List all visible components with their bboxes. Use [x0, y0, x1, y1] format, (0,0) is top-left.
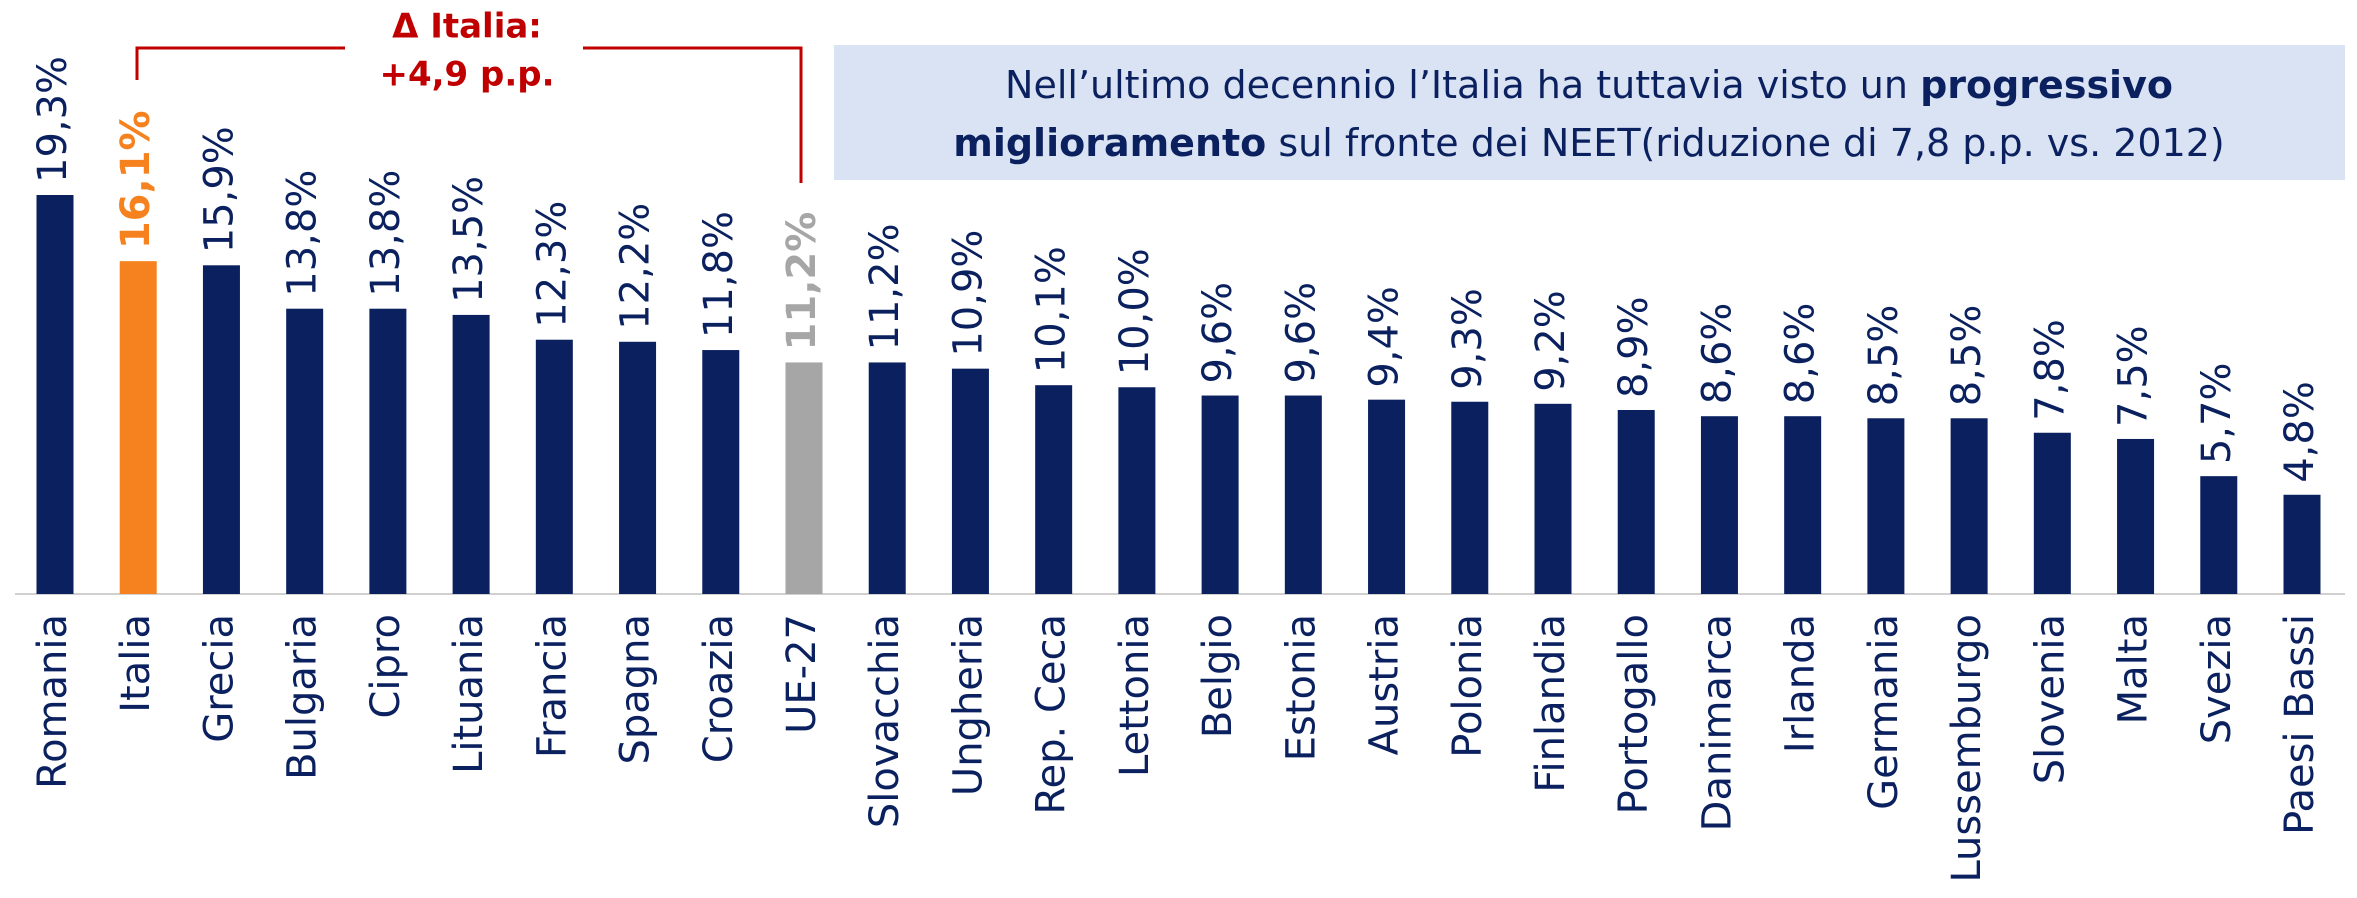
- x-tick-label: Italia: [113, 614, 159, 713]
- value-label: 11,2%: [779, 212, 825, 351]
- bar: [1784, 416, 1822, 594]
- bar: [452, 314, 490, 594]
- value-label: 9,3%: [1445, 288, 1491, 390]
- x-tick-label: Bulgaria: [280, 614, 326, 780]
- bar: [951, 368, 989, 594]
- bar: [1201, 395, 1239, 594]
- x-tick-label: Slovenia: [2027, 614, 2073, 784]
- value-label: 12,2%: [613, 203, 659, 330]
- bracket-right: [583, 46, 803, 183]
- x-tick-label: Malta: [2111, 614, 2157, 724]
- bar: [36, 195, 74, 594]
- x-tick-label: Austria: [1362, 614, 1408, 755]
- x-tick-label: Francia: [529, 614, 575, 758]
- bar: [2200, 476, 2238, 594]
- note-part: progressivo: [1920, 63, 2173, 107]
- x-tick-label: Finlandia: [1528, 614, 1574, 793]
- bar: [1368, 399, 1406, 594]
- bar: [1284, 395, 1322, 594]
- value-label: 9,6%: [1278, 282, 1324, 384]
- value-label: 8,5%: [1861, 305, 1907, 407]
- value-label: 19,3%: [30, 56, 76, 183]
- x-tick-label: Irlanda: [1778, 614, 1824, 753]
- value-label: 12,3%: [529, 201, 575, 328]
- x-tick-label: Belgio: [1195, 614, 1241, 738]
- bar: [619, 341, 657, 594]
- value-label: 10,0%: [1112, 248, 1158, 375]
- annotation: Δ Italia:: [392, 7, 542, 47]
- bracket-left: [135, 46, 345, 80]
- x-tick-label: UE-27: [779, 614, 825, 734]
- value-label: 8,9%: [1611, 296, 1657, 398]
- bar: [1451, 401, 1489, 594]
- x-tick-label: Polonia: [1445, 614, 1491, 758]
- value-label: 9,6%: [1195, 282, 1241, 384]
- bar: [1534, 403, 1572, 594]
- value-label: 8,5%: [1944, 305, 1990, 407]
- note-text: Nell’ultimo decennio l’Italia ha tuttavi…: [1005, 63, 2173, 107]
- value-label: 11,2%: [862, 223, 908, 350]
- bar: [785, 362, 823, 594]
- value-label: 9,4%: [1362, 286, 1408, 388]
- note-part: miglioramento: [953, 121, 1266, 165]
- x-tick-label: Lituania: [446, 614, 492, 774]
- bar: [369, 308, 407, 594]
- x-tick-label: Ungheria: [945, 614, 991, 796]
- value-label: 8,6%: [1694, 303, 1740, 405]
- x-tick-label: Estonia: [1278, 614, 1324, 761]
- bar: [2283, 494, 2321, 594]
- bar: [286, 308, 324, 594]
- value-label: 11,8%: [696, 211, 742, 338]
- bar: [1035, 385, 1073, 594]
- bar: [702, 350, 740, 594]
- bar: [535, 339, 573, 594]
- value-label: 8,6%: [1778, 303, 1824, 405]
- bar: [1950, 418, 1988, 594]
- annotation: +4,9 p.p.: [379, 55, 554, 95]
- value-label: 13,8%: [363, 170, 409, 297]
- value-label: 10,9%: [945, 230, 991, 357]
- value-label: 5,7%: [2194, 363, 2240, 465]
- note-box: [834, 45, 2345, 180]
- value-label: 16,1%: [113, 110, 159, 249]
- x-tick-label: Svezia: [2194, 614, 2240, 744]
- bar: [868, 362, 906, 594]
- value-label: 15,9%: [196, 126, 242, 253]
- bar: [1867, 418, 1905, 594]
- x-tick-label: Danimarca: [1694, 614, 1740, 831]
- x-tick-label: Grecia: [196, 614, 242, 743]
- x-tick-label: Slovacchia: [862, 614, 908, 828]
- value-label: 10,1%: [1029, 246, 1075, 373]
- x-tick-label: Portogallo: [1611, 614, 1657, 814]
- bar: [119, 261, 157, 594]
- bar: [2033, 432, 2071, 594]
- value-label: 9,2%: [1528, 290, 1574, 392]
- value-label: 7,8%: [2027, 319, 2073, 421]
- x-tick-label: Lettonia: [1112, 614, 1158, 777]
- x-tick-label: Rep. Ceca: [1029, 614, 1075, 814]
- x-tick-label: Spagna: [613, 614, 659, 765]
- x-tick-label: Lussemburgo: [1944, 614, 1990, 883]
- value-label: 7,5%: [2111, 325, 2157, 427]
- x-tick-label: Paesi Bassi: [2277, 614, 2323, 835]
- value-label: 13,8%: [280, 170, 326, 297]
- bar: [202, 265, 240, 594]
- x-tick-label: Croazia: [696, 614, 742, 763]
- x-tick-label: Cipro: [363, 614, 409, 718]
- bar: [1700, 416, 1738, 594]
- bar: [1617, 410, 1655, 594]
- bar: [2117, 438, 2155, 594]
- value-label: 4,8%: [2277, 381, 2323, 483]
- note-part: Nell’ultimo decennio l’Italia ha tuttavi…: [1005, 63, 1920, 107]
- x-tick-label: Germania: [1861, 614, 1907, 810]
- x-tick-label: Romania: [30, 614, 76, 789]
- note-text: miglioramento sul fronte dei NEET(riduzi…: [953, 121, 2225, 165]
- note-part: sul fronte dei NEET(riduzione di 7,8 p.p…: [1266, 121, 2224, 165]
- value-label: 13,5%: [446, 176, 492, 303]
- bar: [1118, 387, 1156, 594]
